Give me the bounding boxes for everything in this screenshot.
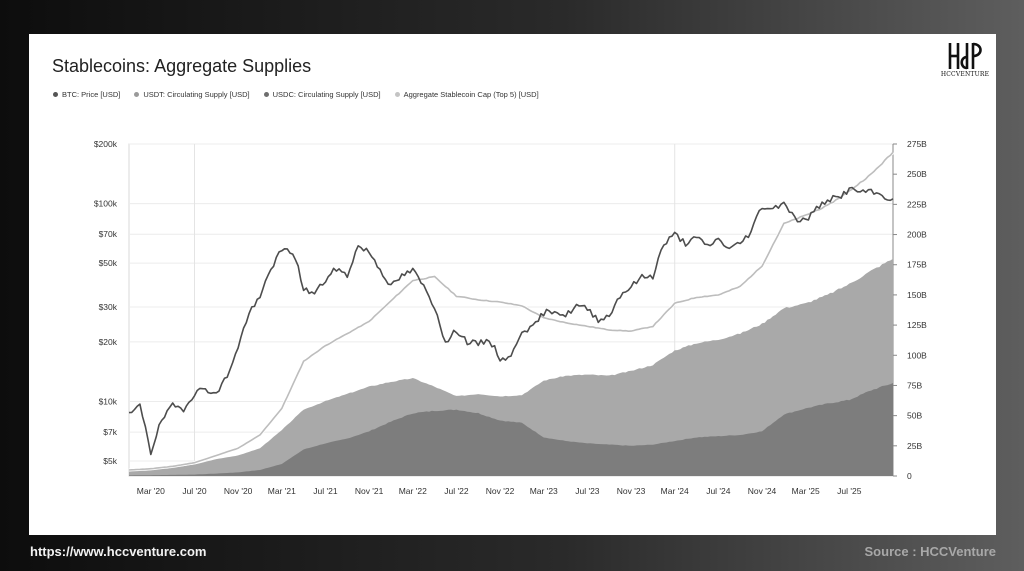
y-right-tick-label: 125B: [907, 320, 927, 330]
y-left-tick-label: $20k: [99, 337, 118, 347]
y-right-tick-label: 225B: [907, 199, 927, 209]
x-tick-label: Nov '24: [748, 486, 777, 496]
usdt-area: [129, 258, 893, 476]
x-tick-label: Jul '20: [182, 486, 207, 496]
btc-price-line: [128, 186, 894, 456]
y-right-tick-label: 50B: [907, 411, 922, 421]
x-tick-label: Mar '24: [661, 486, 689, 496]
legend-dot-usdt: [134, 92, 140, 97]
y-left-tick-label: $70k: [99, 229, 118, 239]
y-right-tick-label: 275B: [907, 139, 927, 149]
y-right-tick-label: 150B: [907, 290, 927, 300]
hccventure-logo: HCCVENTURE: [940, 40, 990, 84]
logo-icon: [948, 42, 982, 70]
logo-text: HCCVENTURE: [940, 71, 990, 78]
x-tick-label: Nov '21: [355, 486, 384, 496]
legend-label-usdt: USDT: Circulating Supply [USD]: [143, 90, 250, 99]
y-right-tick-label: 200B: [907, 230, 927, 240]
y-right-tick-label: 100B: [907, 350, 927, 360]
y-left-tick-label: $200k: [94, 139, 118, 149]
y-right-tick-label: 75B: [907, 380, 922, 390]
y-left-tick-label: $10k: [99, 396, 118, 406]
x-tick-label: Nov '23: [617, 486, 646, 496]
footer-website-link[interactable]: https://www.hccventure.com: [30, 544, 207, 559]
x-tick-label: Nov '20: [224, 486, 253, 496]
x-tick-label: Jul '23: [575, 486, 600, 496]
chart-legend: BTC: Price [USD] USDT: Circulating Suppl…: [53, 90, 539, 99]
aggregate-line: [128, 151, 894, 471]
y-right-tick-label: 250B: [907, 169, 927, 179]
x-tick-label: Jul '25: [837, 486, 862, 496]
x-tick-label: Mar '22: [399, 486, 427, 496]
legend-item-aggregate[interactable]: Aggregate Stablecoin Cap (Top 5) [USD]: [394, 90, 539, 99]
legend-dot-usdc: [263, 92, 269, 97]
y-right-tick-label: 175B: [907, 260, 927, 270]
legend-dot-aggregate: [394, 92, 400, 97]
legend-item-usdc[interactable]: USDC: Circulating Supply [USD]: [263, 90, 381, 99]
x-tick-label: Mar '21: [268, 486, 296, 496]
y-left-tick-label: $7k: [103, 427, 117, 437]
chart-title: Stablecoins: Aggregate Supplies: [52, 56, 312, 76]
x-tick-label: Jul '24: [706, 486, 731, 496]
y-left-tick-label: $100k: [94, 199, 118, 209]
y-left-tick-label: $30k: [99, 302, 118, 312]
legend-item-usdt[interactable]: USDT: Circulating Supply [USD]: [134, 90, 250, 99]
x-tick-label: Mar '25: [792, 486, 820, 496]
legend-dot-btc: [53, 92, 58, 97]
footer-source: Source : HCCVenture: [864, 544, 996, 559]
legend-label-btc: BTC: Price [USD]: [62, 90, 121, 99]
x-tick-label: Jul '22: [444, 486, 469, 496]
x-tick-label: Mar '20: [137, 486, 165, 496]
y-right-tick-label: 25B: [907, 441, 922, 451]
y-right-tick-label: 0: [907, 471, 912, 481]
x-tick-label: Jul '21: [313, 486, 338, 496]
x-tick-label: Nov '22: [486, 486, 515, 496]
usdc-area: [129, 383, 893, 476]
y-left-tick-label: $5k: [103, 456, 117, 466]
y-left-tick-label: $50k: [99, 258, 118, 268]
chart-svg: $5k $7k $10k $20k $30k $50k $70k $100k $200k 0 25B…: [94, 139, 927, 496]
chart-card: Stablecoins: Aggregate Supplies BTC: Pri…: [29, 34, 996, 535]
legend-item-btc[interactable]: BTC: Price [USD]: [53, 90, 120, 99]
legend-label-aggregate: Aggregate Stablecoin Cap (Top 5) [USD]: [403, 90, 539, 99]
legend-label-usdc: USDC: Circulating Supply [USD]: [272, 90, 381, 99]
x-tick-label: Mar '23: [530, 486, 558, 496]
